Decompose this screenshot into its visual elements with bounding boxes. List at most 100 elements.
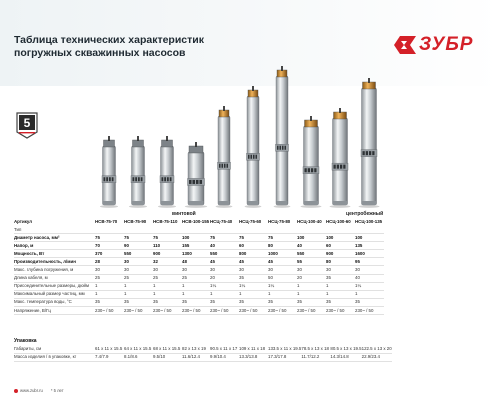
- model-name: НСЦ-100-40: [297, 219, 322, 225]
- spec-cell: 95: [355, 257, 384, 267]
- spec-row-label: Макс. глубина погружения, м: [14, 265, 95, 275]
- spec-cell: 1: [182, 290, 210, 299]
- packaging-cell: 90.5 x 11 x 17: [210, 345, 239, 354]
- model-name: НСЦ-75-40: [210, 219, 233, 225]
- spec-cell: 80: [326, 257, 355, 267]
- spec-cell: [210, 226, 239, 235]
- spec-cell: 30: [124, 257, 153, 267]
- spec-cell: 30: [268, 265, 297, 275]
- spec-cell: 550: [210, 249, 239, 259]
- spec-cell: [355, 226, 384, 235]
- spec-row: Напряжение, В/Гц 230~ / 50 230~ / 50 230~ /…: [14, 306, 384, 316]
- spec-cell: 55: [297, 257, 326, 267]
- header-band: [0, 0, 500, 86]
- pump-image: [99, 136, 119, 208]
- warranty-badge-icon: 5: [15, 112, 39, 139]
- spec-cell: 80: [268, 241, 297, 251]
- spec-cell: 1: [210, 290, 239, 299]
- model-name: НСЦ-75-60: [239, 219, 262, 225]
- spec-cell: 1: [268, 290, 297, 299]
- spec-cell: 230~ / 50: [95, 306, 124, 316]
- packaging-row-label: Габариты, см: [14, 345, 95, 354]
- spec-cell: 370: [95, 249, 124, 259]
- spec-cell: 30: [182, 265, 210, 275]
- spec-cell: 900: [153, 249, 182, 259]
- spec-cell: 35: [326, 274, 355, 283]
- spec-cell: 1: [326, 290, 355, 299]
- spec-cell: 230~ / 50: [153, 306, 182, 316]
- pump-illustrations: [99, 66, 380, 208]
- pump-image: [157, 136, 177, 208]
- packaging-cell: 11.7/12.2: [301, 353, 331, 362]
- model-name: НСВ-75-70: [95, 219, 118, 225]
- spec-header-row: Артикул НСВ-75-70 НСВ-75-90 НСВ-75-110 НСВ-1…: [14, 218, 384, 226]
- pump-image: [244, 86, 262, 208]
- spec-cell: 60: [326, 241, 355, 251]
- packaging-cell: 109 x 11 x 18: [239, 345, 268, 354]
- packaging-cell: 7.4/7.9: [95, 353, 124, 362]
- spec-header-label: Артикул: [14, 219, 33, 225]
- packaging-cell: 133.5 x 11 x 19.5: [268, 345, 302, 354]
- pump-images: [99, 66, 380, 208]
- spec-row-label: Производительность, л/мин: [14, 257, 95, 267]
- packaging-cell: 9.5/10: [153, 353, 182, 362]
- spec-cell: [124, 226, 153, 235]
- pump-image: [184, 142, 208, 208]
- pump-image: [273, 66, 291, 208]
- packaging-table: Габариты, см 61 x 11 x 15.5 64 x 11 x 15.5…: [14, 345, 392, 362]
- model-name: НСВ-100-155: [182, 219, 210, 225]
- spec-cell: 230~ / 50: [210, 306, 239, 316]
- pump-image: [329, 108, 351, 208]
- spec-cell: 40: [210, 241, 239, 251]
- spec-cell: [182, 226, 210, 235]
- spec-cell: 35: [239, 274, 268, 283]
- spec-cell: [95, 226, 124, 235]
- packaging-cell: 13.3/13.8: [239, 353, 268, 362]
- spec-cell: 35: [326, 298, 355, 307]
- brand-logo: ЗУБР: [394, 34, 473, 56]
- packaging-cell: 64 x 11 x 15.5: [124, 345, 153, 354]
- spec-cell: 90: [124, 241, 153, 251]
- spec-table: Артикул НСВ-75-70 НСВ-75-90 НСВ-75-110 НСВ-1…: [14, 218, 384, 316]
- title-line-2: погружных скважинных насосов: [14, 46, 186, 59]
- model-name: НСВ-75-90: [124, 219, 147, 225]
- spec-row: Макс. температура воды, °С 35 35 35 35 35 35 35…: [14, 298, 384, 307]
- pump-image: [215, 106, 233, 208]
- packaging-cell: 82 x 13 x 19: [182, 345, 210, 354]
- spec-row-label: Напор, м: [14, 241, 95, 251]
- spec-row: Длина кабеля, м 25 25 25 25 20 35 50 20 35 40: [14, 274, 384, 283]
- spec-cell: 1300: [182, 249, 210, 259]
- spec-cell: 230~ / 50: [268, 306, 297, 316]
- pump-image: [358, 78, 380, 208]
- spec-cell: [268, 226, 297, 235]
- spec-row: Диаметр насоса, мм² 75 75 75 100 75 75 75 100 100…: [14, 233, 384, 243]
- spec-cell: 30: [153, 265, 182, 275]
- spec-cell: 48: [182, 257, 210, 267]
- spec-row: Макс. глубина погружения, м 30 30 30 30 30 30 3…: [14, 265, 384, 275]
- warranty-badge-number: 5: [24, 116, 31, 130]
- spec-cell: 45: [210, 257, 239, 267]
- spec-cell: 100: [182, 233, 210, 243]
- spec-cell: 135: [355, 241, 384, 251]
- spec-cell: 1: [239, 290, 268, 299]
- spec-cell: 35: [297, 298, 326, 307]
- spec-cell: 100: [297, 233, 326, 243]
- packaging-row: Габариты, см 61 x 11 x 15.5 64 x 11 x 15.5…: [14, 345, 392, 354]
- spec-cell: 1: [297, 282, 326, 291]
- spec-cell: 1: [95, 290, 124, 299]
- footer-site-text: www.zubr.ru: [20, 388, 43, 393]
- spec-cell: 1000: [268, 249, 297, 259]
- packaging-cell: 14.3/14.8: [330, 353, 362, 362]
- spec-cell: [153, 226, 182, 235]
- spec-cell: 35: [95, 298, 124, 307]
- spec-cell: 30: [297, 265, 326, 275]
- spec-cell: [239, 226, 268, 235]
- spec-cell: 75: [210, 233, 239, 243]
- spec-cell: 1¼: [268, 282, 297, 291]
- packaging-cell: 68 x 11 x 15.5: [153, 345, 182, 354]
- spec-cell: [326, 226, 355, 235]
- category-label-vintovoy: винтовой: [172, 211, 196, 217]
- spec-cell: 28: [95, 257, 124, 267]
- title-line-1: Таблица технических характеристик: [14, 34, 204, 46]
